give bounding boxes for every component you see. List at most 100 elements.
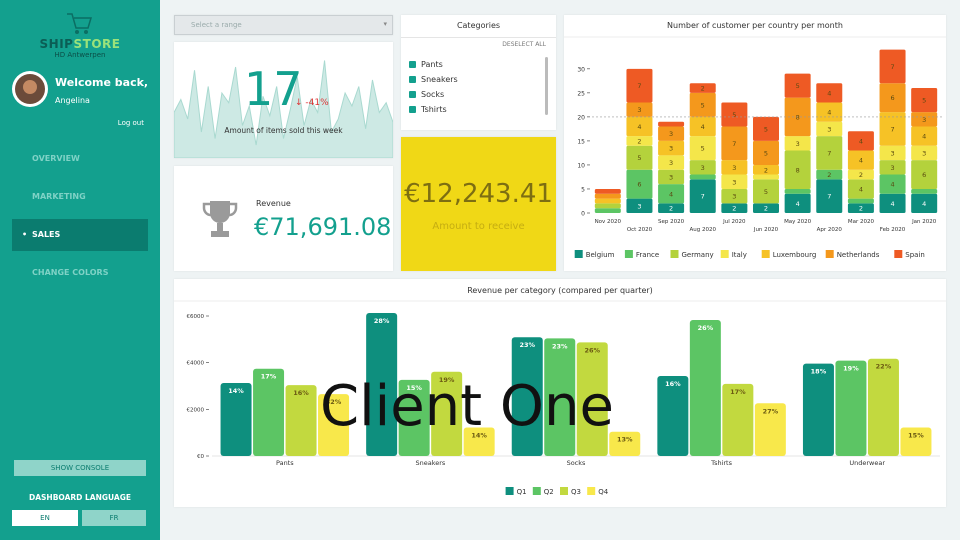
bar-segment (689, 136, 716, 161)
segment-label: 4 (827, 89, 831, 97)
segment-label: 5 (701, 145, 705, 153)
bar-segment (689, 174, 716, 180)
y-tick-label: 0 (581, 211, 585, 218)
share-label: 19% (439, 376, 455, 384)
receive-value: €12,243.41 (404, 179, 553, 209)
segment-label: 3 (890, 164, 894, 172)
segment-label: 3 (890, 149, 894, 157)
segment-label: 2 (637, 137, 641, 145)
grouped-chart: Revenue per category (compared per quart… (174, 286, 946, 496)
category-option[interactable]: Socks (409, 87, 458, 102)
bar-segment (626, 116, 653, 137)
categories-card: Categories DESELECT ALL Pants Sneakers Soc… (401, 15, 556, 130)
segment-label: 4 (922, 200, 926, 208)
bar-segment (594, 203, 621, 209)
segment-label: 4 (827, 109, 831, 117)
share-label: 23% (519, 341, 535, 349)
revenue-value: €71,691.08 (254, 213, 392, 241)
checkbox[interactable] (409, 61, 416, 68)
segment-label: 3 (732, 178, 736, 186)
bar-segment (721, 126, 748, 161)
segment-label: 3 (669, 159, 673, 167)
segment-label: 5 (764, 188, 768, 196)
nav-item[interactable]: CHANGE COLORS (32, 268, 109, 277)
bar-segment (626, 169, 653, 199)
bar-segment (784, 188, 811, 194)
segment-label: 4 (796, 200, 800, 208)
x-tick-label: Oct 2020 (627, 227, 653, 233)
user-name: Angelina (55, 96, 90, 105)
legend-swatch (587, 487, 596, 495)
segment-label: 2 (669, 205, 673, 213)
welcome: Welcome back, (55, 76, 149, 89)
legend-label: Spain (905, 251, 925, 259)
share-label: 26% (698, 324, 714, 332)
nav-item[interactable]: SALES • (12, 219, 148, 251)
stacked-chart: Number of customer per country per month… (564, 21, 946, 259)
segment-label: 7 (890, 125, 894, 133)
legend-label: Belgium (586, 251, 615, 259)
receive-card: €12,243.41 Amount to receive (401, 137, 556, 271)
checkbox[interactable] (409, 76, 416, 83)
console-button[interactable]: SHOW CONSOLE (14, 460, 146, 476)
category-option[interactable]: Sneakers (409, 72, 458, 87)
category-option[interactable]: Pants (409, 57, 458, 72)
bar-segment (689, 160, 716, 175)
bar (900, 427, 932, 456)
x-tick-label: Tshirts (710, 459, 732, 467)
location: HD Antwerpen (54, 51, 106, 59)
category-name: Socks (421, 90, 445, 99)
range-select[interactable]: Select a range ▾ (174, 15, 393, 35)
bar-segment (658, 155, 685, 170)
segment-label: 5 (764, 125, 768, 133)
bar-segment (847, 150, 874, 170)
bar-segment (879, 112, 906, 146)
x-tick-label: Underwear (849, 459, 885, 467)
bar-segment (816, 179, 843, 213)
checkbox[interactable] (409, 106, 416, 113)
category-name: Pants (421, 60, 443, 69)
chart-title: Revenue per category (compared per quart… (467, 286, 653, 295)
bar-segment (847, 203, 874, 213)
bar (431, 371, 463, 456)
y-tick-label: €2000 (187, 407, 205, 413)
share-label: 15% (406, 384, 422, 392)
range-placeholder: Select a range (191, 21, 242, 29)
share-label: 32% (326, 398, 342, 406)
segment-label: 2 (859, 171, 863, 179)
bar-segment (689, 83, 716, 93)
segment-label: 5 (701, 101, 705, 109)
logout[interactable]: Log out (117, 119, 144, 127)
lang-button[interactable]: FR (82, 510, 146, 526)
grouped-chart-card: Revenue per category (compared per quart… (174, 279, 946, 507)
segment-label: 4 (890, 181, 894, 189)
bar-segment (658, 169, 685, 185)
checkbox[interactable] (409, 91, 416, 98)
nav-item[interactable]: MARKETING (32, 192, 86, 201)
sparkline-area (174, 60, 393, 158)
bar (802, 363, 834, 456)
segment-label: 7 (827, 149, 831, 157)
nav-item[interactable]: OVERVIEW (32, 154, 80, 163)
bar-segment (594, 208, 621, 213)
bar-segment (753, 174, 779, 180)
deselect-all[interactable]: DESELECT ALL (502, 41, 546, 48)
share-label: 23% (552, 342, 568, 350)
lang-button[interactable]: EN (12, 510, 78, 526)
bar-segment (721, 188, 748, 204)
bar-segment (753, 179, 779, 204)
bar (366, 312, 398, 456)
avatar (12, 71, 48, 107)
bar-segment (721, 160, 748, 175)
bar-segment (626, 145, 653, 170)
legend-label: Netherlands (837, 251, 880, 259)
legend-label: Germany (682, 251, 714, 259)
bar-segment (721, 203, 748, 213)
share-label: 16% (293, 389, 309, 397)
legend-swatch (670, 250, 679, 258)
bar (398, 379, 430, 456)
category-option[interactable]: Tshirts (409, 102, 458, 117)
bar-segment (847, 179, 874, 199)
bar-segment (879, 174, 906, 194)
